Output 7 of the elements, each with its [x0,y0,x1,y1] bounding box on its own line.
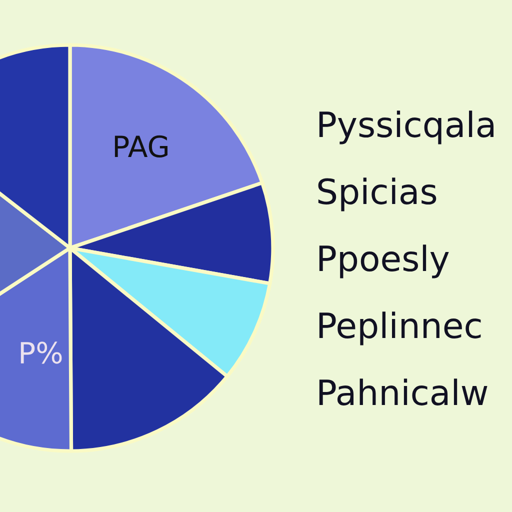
text: Pahnicalw [319,378,488,406]
text: Pyssicqala [319,110,494,144]
text: Spicias [318,178,436,212]
text: Ppoesly [319,244,449,278]
text: Peplinnec [319,312,481,346]
slice-label: P% [20,342,62,364]
slice-label: PAG [114,135,168,158]
